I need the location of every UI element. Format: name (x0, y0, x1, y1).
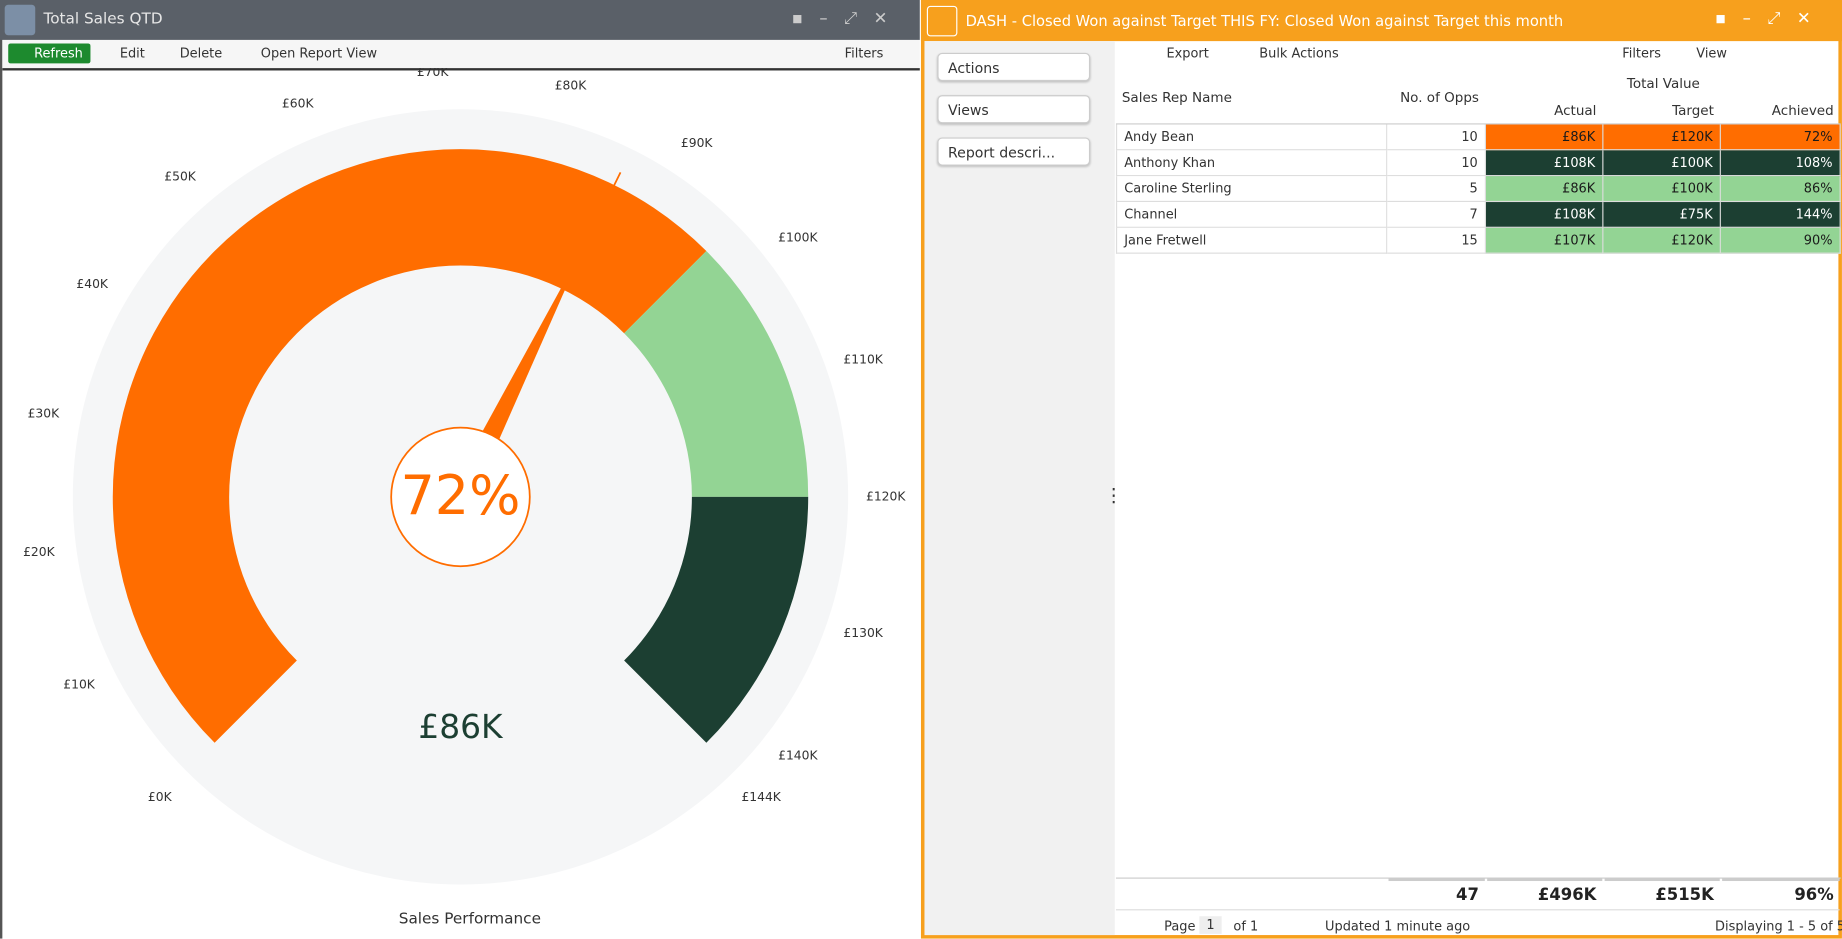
table-cell: £120K (1603, 227, 1721, 254)
totals-bar (1487, 877, 1603, 882)
table-cell: £108K (1485, 150, 1604, 177)
header-divider (1115, 123, 1841, 125)
gauge-tick-label: £90K (681, 136, 714, 150)
gauge-tick-label: £80K (555, 79, 588, 93)
table-cell: 7 (1387, 202, 1486, 228)
table-cell: £100K (1603, 176, 1721, 203)
table-cell: £107K (1485, 227, 1604, 254)
totals-bar (1388, 877, 1485, 882)
delete-button[interactable]: Delete (179, 45, 223, 62)
gauge-value: £86K (418, 707, 504, 746)
displaying-note: Displaying 1 - 5 of 5 (1715, 918, 1842, 934)
gauge-tick-label: £110K (843, 353, 883, 367)
table-cell: 10 (1387, 150, 1486, 177)
rep-name-cell: Anthony Khan (1115, 150, 1388, 177)
gauge: £0K £10K £20K £30K £40K £50K £60K £70K £80K £90K £… (23, 68, 906, 927)
gauge-hub (390, 426, 531, 568)
page-of: of 1 (1233, 918, 1259, 934)
gauge-band (624, 251, 809, 497)
table-cell: £86K (1485, 176, 1604, 203)
export-button[interactable]: Export (1166, 45, 1209, 62)
filters-button[interactable]: Filters (844, 45, 884, 62)
gauge-percent: 72% (400, 464, 520, 527)
panel-title: DASH - Closed Won against Target THIS FY… (965, 11, 1564, 30)
table-cell: £120K (1603, 124, 1721, 151)
gauge-tick-label: £40K (76, 277, 109, 291)
report-description-dropdown[interactable]: Report descri... (937, 137, 1091, 166)
bulk-actions-button[interactable]: Bulk Actions (1259, 45, 1339, 62)
group-header: Total Value (1626, 75, 1700, 92)
toolbar (2, 39, 920, 71)
pager-divider (1115, 909, 1840, 911)
gauge-tick-label: £50K (164, 170, 197, 184)
table-cell: 5 (1387, 176, 1486, 203)
views-dropdown[interactable]: Views (937, 95, 1091, 124)
table-cell: £100K (1603, 150, 1721, 177)
view-button[interactable]: View (1696, 45, 1727, 62)
page-label: Page (1164, 918, 1196, 934)
gauge-tick-label: £100K (778, 231, 818, 245)
rep-name-cell: Andy Bean (1115, 124, 1388, 151)
table-cell: 10 (1387, 124, 1486, 151)
column-header: Achieved (1771, 102, 1834, 119)
panel-title: Total Sales QTD (43, 10, 163, 29)
panel-icon (926, 5, 958, 37)
column-header: Sales Rep Name (1121, 89, 1232, 106)
column-header: Actual (1554, 102, 1597, 119)
gauge-tick-label: £30K (28, 406, 61, 420)
gauge-tick-label: £60K (282, 97, 315, 111)
table-cell: £75K (1603, 202, 1721, 228)
table-cell: £108K (1485, 202, 1604, 228)
total-cell: 96% (1794, 885, 1834, 905)
column-header: No. of Opps (1400, 89, 1479, 106)
table-cell: £86K (1485, 124, 1604, 151)
gauge-needle (480, 280, 569, 444)
table-cell: 108% (1720, 150, 1841, 177)
gauge-tick-label: £144K (741, 790, 781, 804)
updated-note: Updated 1 minute ago (1325, 918, 1471, 934)
total-cell: 47 (1456, 885, 1479, 905)
panel-icon (4, 4, 36, 36)
rep-name-cell: Caroline Sterling (1115, 176, 1388, 203)
gauge-tick-label: £20K (23, 545, 56, 559)
total-cell: £515K (1655, 885, 1714, 905)
table-cell: 90% (1720, 227, 1841, 254)
gauge-band (112, 149, 707, 743)
gauge-caption: Sales Performance (399, 909, 541, 927)
totals-bar (1604, 877, 1720, 882)
gauge-band (624, 496, 809, 743)
rep-name-cell: Channel (1115, 202, 1388, 228)
gauge-tick-label: £130K (843, 626, 883, 640)
left-header (0, 0, 920, 40)
total-cell: £496K (1537, 885, 1597, 905)
filters-button[interactable]: Filters (1622, 45, 1662, 62)
gauge-tick-label: £10K (63, 677, 96, 691)
gauge-value-marker (611, 172, 622, 190)
column-header: Target (1672, 102, 1714, 119)
window-controls[interactable]: ▪–⤢✕ (1715, 9, 1828, 29)
gauge-tick-label: £0K (148, 790, 173, 804)
gauge-tick-label: £140K (778, 748, 818, 762)
right-header (920, 0, 1842, 42)
table-cell: 144% (1720, 202, 1841, 228)
table-cell: 15 (1387, 227, 1486, 254)
totals-bar (1722, 877, 1840, 882)
open-report-button[interactable]: Open Report View (260, 45, 378, 62)
splitter-handle[interactable]: ⋮ (1104, 483, 1124, 507)
side-menu (924, 41, 1115, 936)
gauge-tick-label: £70K (417, 68, 450, 79)
gauge-tick-label: £120K (866, 489, 906, 503)
table-cell: 72% (1720, 124, 1841, 151)
page-input[interactable]: 1 (1199, 916, 1222, 934)
table-cell: 86% (1720, 176, 1841, 203)
rep-name-cell: Jane Fretwell (1115, 227, 1388, 254)
actions-dropdown[interactable]: Actions (937, 52, 1091, 82)
edit-button[interactable]: Edit (119, 45, 145, 62)
refresh-button[interactable]: Refresh (8, 43, 90, 64)
window-controls[interactable]: ▪–⤢✕ (791, 9, 904, 29)
